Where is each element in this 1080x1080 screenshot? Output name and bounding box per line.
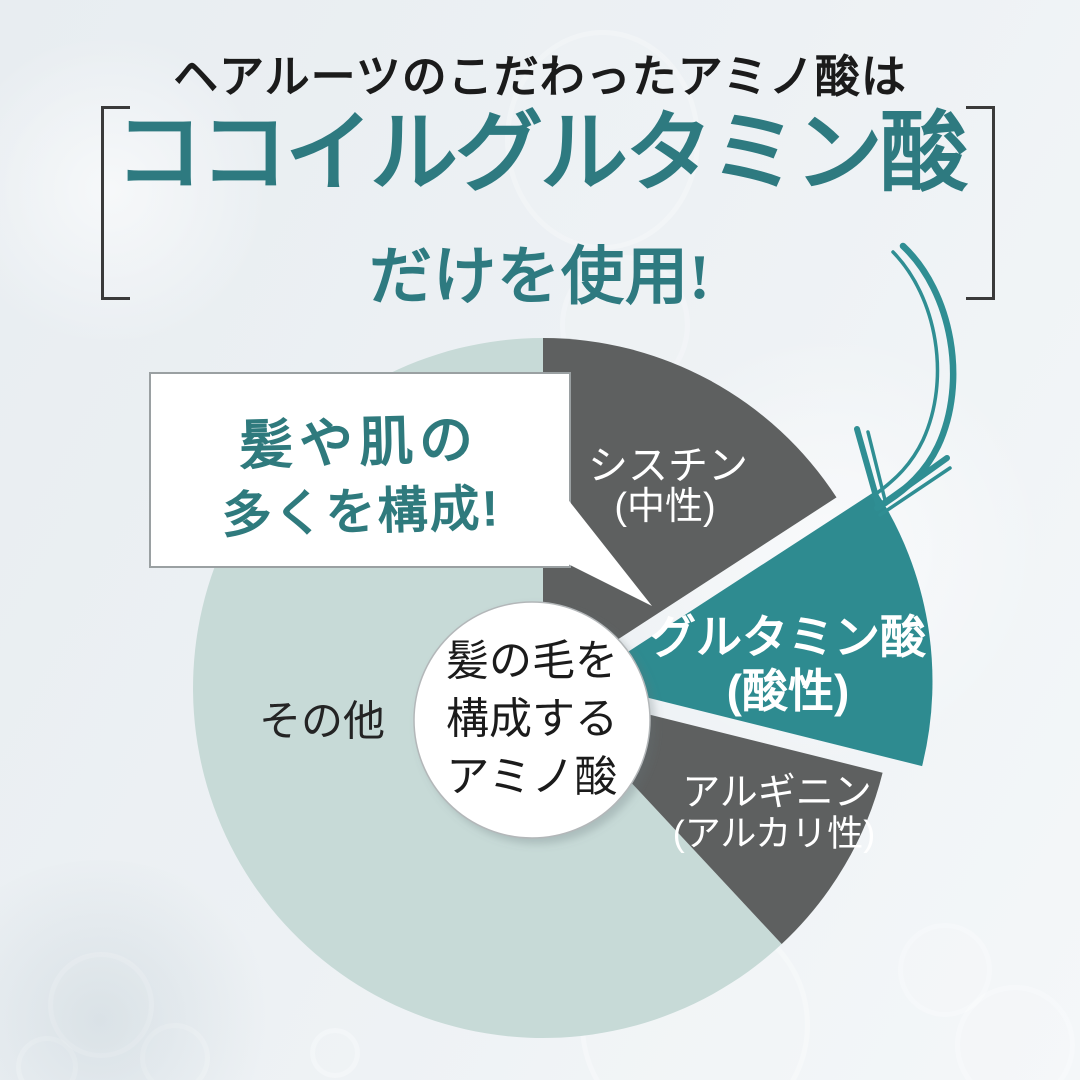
pie-slice-cystine [543,338,837,688]
callout-box: 髪や肌の 多くを構成! [149,372,652,606]
callout-tail-icon [566,497,652,606]
label-glutamic-acid-qualifier: (酸性) [727,665,850,717]
title-sub: だけを使用! [369,242,711,312]
callout-line1: 髪や肌の [238,410,479,476]
center-label-line3: アミノ酸 [446,755,617,802]
label-cystine-qualifier: (中性) [614,486,715,528]
bracket-right-icon [966,106,995,300]
label-glutamic-acid: グルタミン酸 [650,611,927,663]
pie-labels: シスチン (中性) グルタミン酸 (酸性) アルギニン (アルカリ性) その他 [259,444,927,854]
pie-center-circle: 髪の毛を 構成する アミノ酸 [413,601,656,844]
bracket-left-icon [101,106,130,300]
label-arginine-qualifier: (アルカリ性) [673,813,876,854]
label-cystine: シスチン [588,444,748,488]
label-other: その他 [259,698,385,745]
pie-slice-glutamic-acid [582,490,933,767]
center-label-line1: 髪の毛を [446,639,618,686]
header-text: ヘアルーツのこだわったアミノ酸は [173,51,907,102]
title-main: ココイルグルタミン酸 [114,106,968,203]
callout-line2: 多くを構成! [221,480,501,543]
curved-arrow-icon [854,242,957,517]
label-arginine: アルギニン [682,772,872,814]
center-label-line2: 構成する [446,697,618,744]
